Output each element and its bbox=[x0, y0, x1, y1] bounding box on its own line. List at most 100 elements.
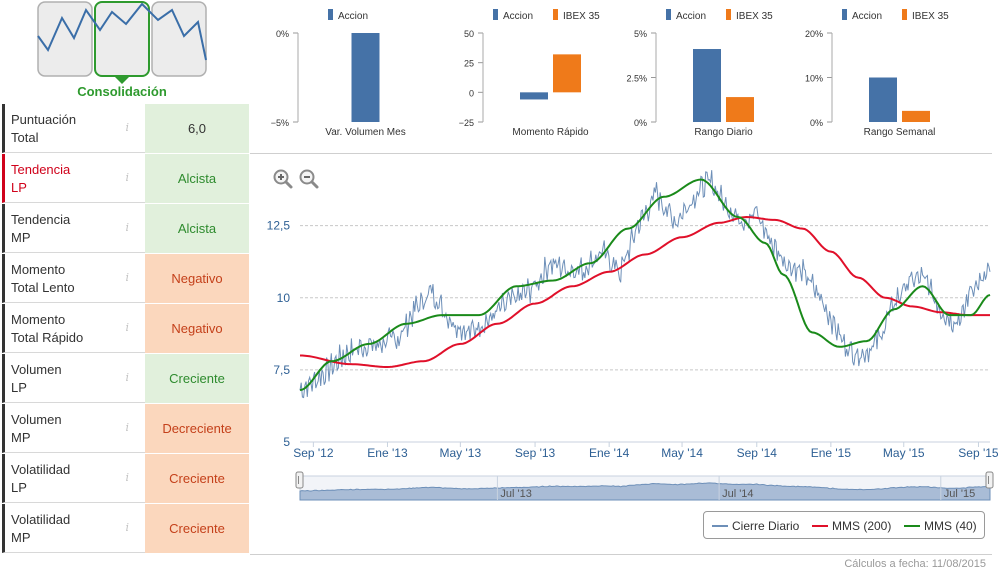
mini-y-tick-label: 50 bbox=[464, 29, 474, 39]
mini-legend-item[interactable]: IBEX 35 bbox=[726, 9, 773, 22]
y-tick-label: 10 bbox=[277, 291, 291, 305]
indicator-label-line-1: Volatilidad bbox=[11, 462, 71, 477]
series-mms200[interactable] bbox=[300, 215, 990, 368]
mini-chart-svg: Accion IBEX 35 5% 2.5% 0% Rango Diario bbox=[626, 9, 773, 138]
x-tick-label: Ene '15 bbox=[811, 446, 852, 460]
mini-legend-item[interactable]: Accion bbox=[328, 9, 368, 22]
mini-bar[interactable] bbox=[520, 92, 548, 100]
indicator-value: Creciente bbox=[145, 504, 249, 553]
uptrend-stage-icon bbox=[151, 1, 207, 77]
indicator-row: Tendencia MP i Alcista bbox=[0, 204, 249, 254]
zoom-out-icon bbox=[299, 169, 319, 189]
mini-legend-label: Accion bbox=[852, 11, 882, 22]
mini-legend-label: Accion bbox=[503, 11, 533, 22]
y-tick-label: 5 bbox=[283, 435, 290, 449]
fast-momentum-chart: Accion IBEX 35 50 25 0 −25 Momento Rápido bbox=[443, 0, 623, 140]
indicator-label-line-1: Momento bbox=[11, 312, 66, 327]
indicator-label: Volatilidad MP bbox=[11, 511, 70, 547]
indicator-row: Volumen MP i Decreciente bbox=[0, 404, 249, 454]
weekly-range-chart: Accion IBEX 35 20% 10% 0% Rango Semanal bbox=[792, 0, 972, 140]
mini-legend-item[interactable]: IBEX 35 bbox=[553, 9, 600, 22]
mini-bar[interactable] bbox=[726, 97, 754, 122]
mini-y-tick-label: 5% bbox=[634, 29, 647, 39]
indicator-value: Alcista bbox=[145, 154, 249, 203]
info-icon[interactable]: i bbox=[125, 121, 129, 134]
indicator-row: Volumen LP i Creciente bbox=[0, 354, 249, 404]
navigator-series bbox=[299, 482, 991, 501]
navigator-handle[interactable] bbox=[295, 471, 304, 489]
indicator-label: Momento Total Rápido bbox=[11, 311, 83, 347]
indicator-label: Volumen LP bbox=[11, 361, 62, 397]
mini-legend-item[interactable]: Accion bbox=[842, 9, 882, 22]
indicator-label: Tendencia LP bbox=[11, 161, 70, 197]
mini-legend-item[interactable]: Accion bbox=[493, 9, 533, 22]
mini-bar[interactable] bbox=[553, 54, 581, 93]
mini-y-tick-label: 0% bbox=[810, 118, 823, 128]
indicator-label: Tendencia MP bbox=[11, 211, 70, 247]
mini-legend-item[interactable]: IBEX 35 bbox=[902, 9, 949, 22]
mini-legend-swatch bbox=[726, 9, 731, 20]
mini-legend-swatch bbox=[553, 9, 558, 20]
chart-divider bbox=[250, 554, 992, 555]
navigator-handle[interactable] bbox=[985, 471, 994, 489]
zoom-in-icon bbox=[273, 169, 293, 189]
mini-y-tick-label: −5% bbox=[271, 118, 289, 128]
indicator-label-line-2: Total bbox=[11, 130, 39, 145]
indicator-value: Creciente bbox=[145, 454, 249, 503]
mini-y-tick-label: −25 bbox=[459, 118, 474, 128]
indicator-label-line-1: Volatilidad bbox=[11, 512, 71, 527]
mini-legend-label: IBEX 35 bbox=[563, 11, 600, 22]
indicator-value: Negativo bbox=[145, 304, 249, 353]
mini-bar[interactable] bbox=[351, 33, 380, 122]
info-icon[interactable]: i bbox=[125, 271, 129, 284]
indicator-label: Volumen MP bbox=[11, 411, 62, 447]
indicator-label-cell: Momento Total Rápido i bbox=[2, 304, 145, 353]
mini-chart-title: Var. Volumen Mes bbox=[325, 127, 405, 138]
indicator-value: Creciente bbox=[145, 354, 249, 403]
indicator-label-line-1: Volumen bbox=[11, 362, 62, 377]
indicator-label-cell: Volumen MP i bbox=[2, 404, 145, 453]
info-icon[interactable]: i bbox=[125, 471, 129, 484]
mini-legend-label: Accion bbox=[338, 11, 368, 22]
indicator-label-line-2: Total Lento bbox=[11, 280, 75, 295]
indicator-label-line-2: LP bbox=[11, 180, 27, 195]
indicator-label-line-2: LP bbox=[11, 480, 27, 495]
x-tick-label: Ene '14 bbox=[589, 446, 630, 460]
mini-bar[interactable] bbox=[902, 110, 930, 122]
mini-chart-title: Momento Rápido bbox=[512, 127, 589, 138]
indicator-row: Volatilidad MP i Creciente bbox=[0, 504, 249, 554]
info-icon[interactable]: i bbox=[125, 321, 129, 334]
zoom-out-button[interactable] bbox=[298, 168, 320, 190]
indicator-label-line-2: MP bbox=[11, 430, 31, 445]
mini-y-tick-label: 20% bbox=[805, 29, 823, 39]
info-icon[interactable]: i bbox=[125, 421, 129, 434]
indicator-label-cell: Volatilidad LP i bbox=[2, 454, 145, 503]
mini-legend-item[interactable]: Accion bbox=[666, 9, 706, 22]
y-tick-label: 7,5 bbox=[273, 363, 290, 377]
info-icon[interactable]: i bbox=[125, 171, 129, 184]
info-icon[interactable]: i bbox=[125, 521, 129, 534]
indicator-label-cell: Volatilidad MP i bbox=[2, 504, 145, 553]
mini-chart-svg: Accion IBEX 35 50 25 0 −25 Momento Rápido bbox=[459, 9, 600, 138]
mini-bar[interactable] bbox=[693, 49, 721, 122]
mini-legend-swatch bbox=[842, 9, 847, 20]
indicator-label-line-2: Total Rápido bbox=[11, 330, 84, 345]
mini-bar[interactable] bbox=[869, 77, 897, 123]
mini-legend-swatch bbox=[328, 9, 333, 20]
x-tick-label: May '14 bbox=[661, 446, 703, 460]
active-stage-pointer bbox=[114, 76, 130, 84]
legend-label-cierre: Cierre Diario bbox=[732, 519, 800, 533]
legend-swatch-mms200 bbox=[812, 525, 828, 527]
price-chart[interactable]: 5 7,5 10 12,5 Sep '12 Ene '13 May '13 Sep '13 En… bbox=[250, 154, 998, 506]
info-icon[interactable]: i bbox=[125, 371, 129, 384]
x-tick-label: Sep '15 bbox=[958, 446, 998, 460]
zoom-in-button[interactable] bbox=[272, 168, 294, 190]
series-cierre-diario[interactable] bbox=[299, 170, 991, 399]
mini-y-tick-label: 2.5% bbox=[626, 74, 647, 84]
series-mms40[interactable] bbox=[299, 178, 991, 392]
mini-legend-swatch bbox=[666, 9, 671, 20]
mini-legend-label: IBEX 35 bbox=[736, 11, 773, 22]
info-icon[interactable]: i bbox=[125, 221, 129, 234]
indicator-row: Puntuación Total i 6,0 bbox=[0, 104, 249, 154]
mini-chart-svg: Accion IBEX 35 20% 10% 0% Rango Semanal bbox=[805, 9, 949, 138]
